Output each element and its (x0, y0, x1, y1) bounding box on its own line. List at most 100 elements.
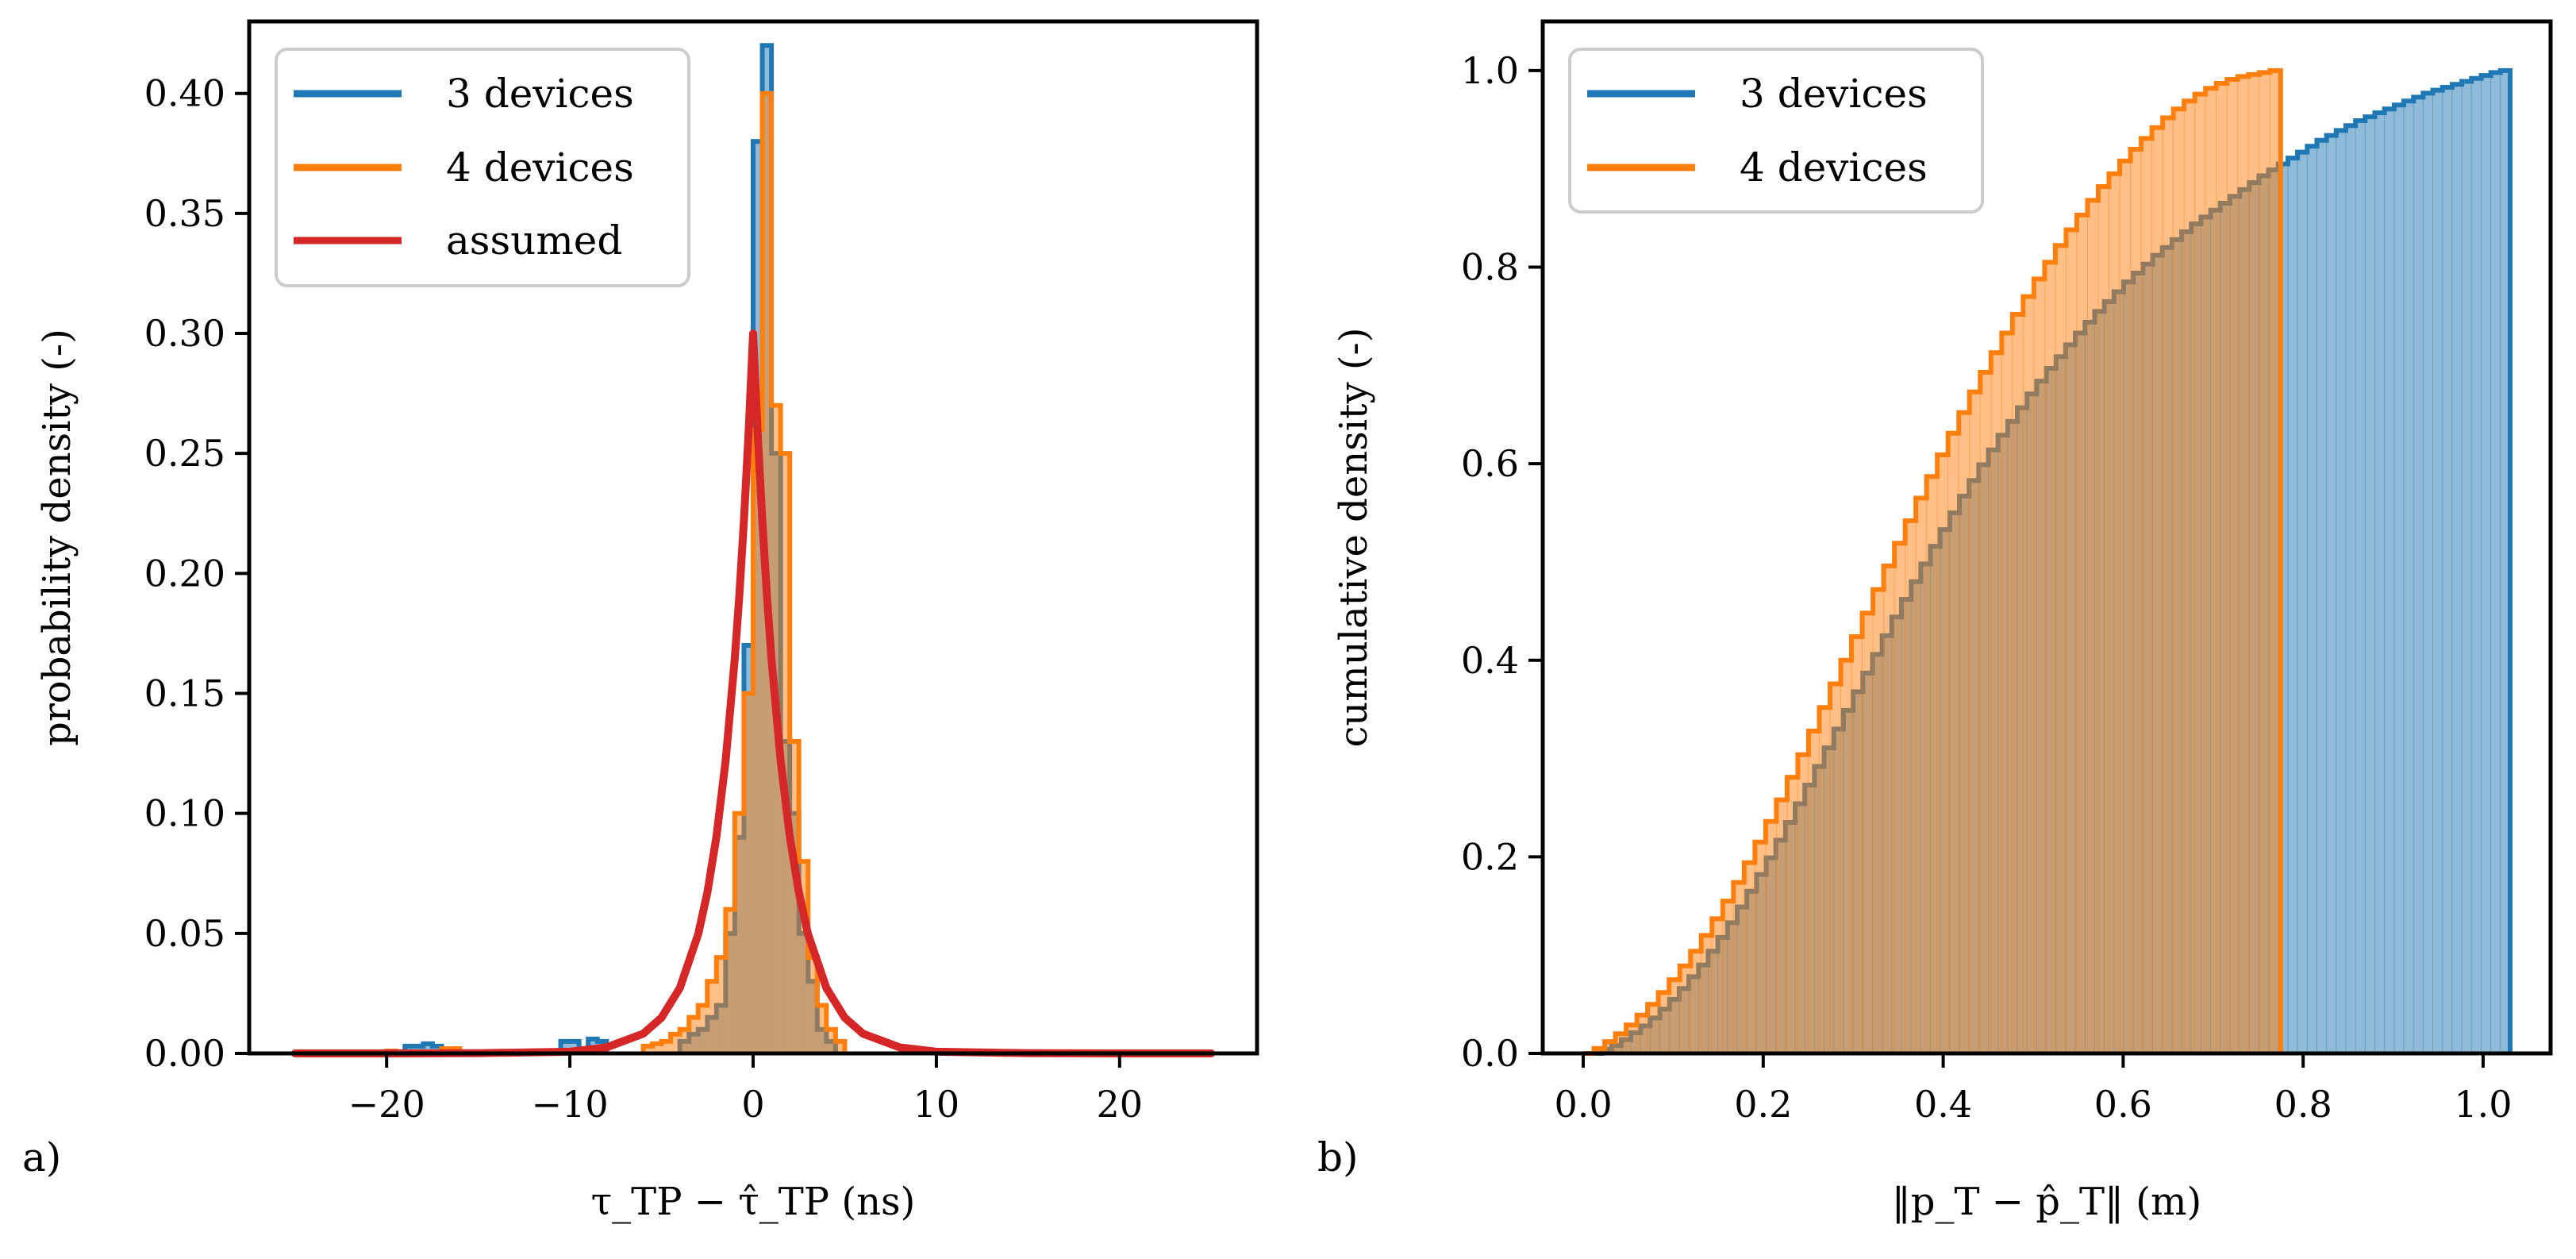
legend-label-assumed: assumed (446, 218, 622, 264)
panel-b-series-4-devices-bar (2130, 148, 2142, 1054)
panel-b-y-tick-label: 0.4 (1461, 639, 1519, 682)
panel-b-series-4-devices-bar (1979, 372, 1992, 1054)
panel-b-series-3-devices-bar (2432, 90, 2443, 1054)
panel-b-legend-box (1568, 48, 1984, 214)
panel-a-series-4-devices-bar (826, 1029, 836, 1053)
panel-b-series-4-devices-bar (2043, 261, 2056, 1054)
panel-b-x-tick-label: 1.0 (2454, 1083, 2512, 1126)
panel-b-series-4-devices-bar (2055, 244, 2067, 1054)
panel-a-series-4-devices-bar (725, 909, 735, 1053)
panel-a-y-tick-label: 0.10 (144, 792, 225, 835)
panel-b-series-4-devices-bar (1818, 707, 1831, 1054)
panel-a-series-3-devices-outline (402, 43, 838, 1053)
panel-b-series-3-devices-bar (2336, 129, 2347, 1054)
panel-b-x-tick-label: 0.6 (2094, 1083, 2152, 1126)
panel-a-series-assumed (290, 329, 1216, 1057)
panel-b-series-3-devices-bar (2374, 112, 2386, 1054)
panel-a-y-tick-label: 0.15 (144, 672, 225, 715)
panel-a-x-tick-label: 10 (913, 1083, 960, 1126)
panel-b-series-3-devices-bar (2306, 145, 2317, 1054)
panel-b-series-3-devices-bar (2355, 120, 2366, 1054)
panel-a-x-tick-label: −10 (532, 1083, 609, 1126)
panel-b-y-tick-label: 0.8 (1461, 246, 1519, 289)
panel-a-y-tick-label: 0.05 (144, 912, 225, 955)
panel-b-series-3-devices-bar (2393, 104, 2405, 1054)
panel-a-series-4-devices-bar (744, 693, 753, 1053)
panel-a-y-tick-label: 0.00 (144, 1032, 225, 1075)
legend-label-4-devices: 4 devices (1740, 144, 1928, 191)
panel-a-y-tick-label: 0.25 (144, 432, 225, 475)
panel-b-series-3-devices-bar (2490, 71, 2501, 1054)
panel-b-series-4-devices-bar (2216, 83, 2228, 1054)
panel-a-series-4-devices-bar (652, 1043, 662, 1053)
panel-b-series-3-devices-bar (2480, 75, 2492, 1054)
panel-a-x-tick-label: 20 (1097, 1083, 1144, 1126)
panel-b-y-axis-label: cumulative density (-) (1332, 328, 1376, 748)
panel-b-series-4-devices-bar (2226, 79, 2239, 1054)
panel-a-y-tick-label: 0.30 (144, 312, 225, 355)
panel-b-series-4-devices-bar (1754, 841, 1767, 1054)
panel-b-series-4-devices-bar (1969, 391, 1981, 1054)
panel-b-series-4-devices-bar (1883, 565, 1895, 1054)
panel-a-series-3-devices-bar (423, 1043, 433, 1053)
panel-a-label: a) (22, 1134, 61, 1180)
panel-b-series-4-devices-bar (2205, 87, 2217, 1054)
panel-b: 0.0 0.2 0.4 0.6 0.8 1.0 0.0 0.2 0.4 0.6 0.8 1.0 ‖p… (1317, 19, 2553, 1224)
legend-label-4-devices: 4 devices (446, 144, 634, 191)
panel-a-series-4-devices-bar (698, 1005, 708, 1053)
panel-b-x-axis-label: ‖p_T − p̂_T‖ (m) (1892, 1180, 2201, 1224)
panel-a-series-4-devices-bar (671, 1034, 680, 1053)
panel-b-series-4-devices-bar (1851, 636, 1863, 1054)
panel-b-series-4-devices-bar (2259, 71, 2270, 1054)
panel-a-series-4-devices-bar (753, 429, 763, 1053)
panel-b-x-tick-label: 0.0 (1554, 1083, 1612, 1126)
panel-b-series-3-devices-bar (2461, 81, 2472, 1054)
panel-b-series-3-devices-bar (2470, 78, 2482, 1054)
panel-b-series-3-devices-bar (2422, 92, 2434, 1054)
panel-a-legend-box (275, 48, 690, 287)
panel-a-series-4-devices-bar (780, 453, 790, 1053)
panel-a-series-4-devices-bar (790, 741, 799, 1053)
panel-b-series-4-devices-bar (1894, 542, 1906, 1054)
legend-label-3-devices: 3 devices (1740, 71, 1928, 117)
panel-b-series-4-devices-bar (2109, 173, 2120, 1054)
panel-b-y-tick-label: 0.6 (1461, 442, 1519, 485)
panel-b-y-tick-label: 1.0 (1461, 49, 1519, 92)
panel-a-series-4-devices-bar (679, 1029, 690, 1053)
panel-a-series-4-devices-bar (689, 1017, 698, 1053)
panel-b-series-3-devices-bar (2287, 157, 2298, 1054)
panel-a-x-ticks: −20 −10 0 10 20 (348, 1053, 1143, 1126)
panel-b-legend: 3 devices 4 devices (1568, 48, 1984, 214)
panel-b-series-3-devices-bar (2384, 108, 2395, 1054)
panel-b-series-4-devices-bar (2033, 278, 2045, 1054)
panel-a-y-tick-label: 0.20 (144, 552, 225, 595)
panel-a-y-tick-label: 0.40 (144, 72, 225, 115)
panel-b-series-4-devices-bar (2151, 127, 2163, 1054)
panel-b-series-3-devices-bar (2451, 83, 2463, 1054)
panel-b-series-3-devices-bar (2413, 96, 2424, 1054)
panel-b-label: b) (1317, 1134, 1359, 1180)
panel-b-series-4-devices-bar (2076, 214, 2088, 1054)
panel-b-series-4-devices-bar (1990, 352, 2002, 1054)
panel-a-x-axis-label: τ_TP − τ̂_TP (ns) (591, 1180, 916, 1224)
panel-b-series-4-devices-bar (2162, 117, 2174, 1054)
panel-b-series-4-devices-bar (1775, 799, 1788, 1054)
panel-b-series-4-devices-bar (2065, 229, 2078, 1054)
panel-b-series-3-devices-bar (2297, 152, 2308, 1054)
panel-a-y-axis-label: probability density (-) (35, 329, 79, 746)
panel-b-series-4-devices-bar (1744, 862, 1755, 1054)
panel-a: −20 −10 0 10 20 0.00 0.05 0.10 0.15 0.20 0.25 0.30… (22, 19, 1259, 1224)
panel-b-series-4-devices-bar (1711, 918, 1724, 1054)
panel-b-series-3-devices-bar (2345, 125, 2356, 1054)
panel-a-series-4-devices-bar (835, 1041, 845, 1053)
panel-b-series-4-devices-outline (1583, 67, 2283, 1056)
panel-b-series-4-devices-bar (1872, 589, 1885, 1054)
panel-b-series-4-devices-bar (1947, 433, 1959, 1054)
panel-b-plot-area (1583, 67, 2513, 1056)
panel-a-series-4-devices-bar (734, 813, 744, 1053)
panel-a-legend: 3 devices 4 devices assumed (275, 48, 690, 287)
panel-a-series-4-devices-bar (643, 1045, 652, 1053)
panel-b-series-4-devices-bar (1808, 730, 1820, 1054)
panel-b-series-4-devices-bar (1765, 821, 1777, 1054)
legend-label-3-devices: 3 devices (446, 71, 634, 117)
